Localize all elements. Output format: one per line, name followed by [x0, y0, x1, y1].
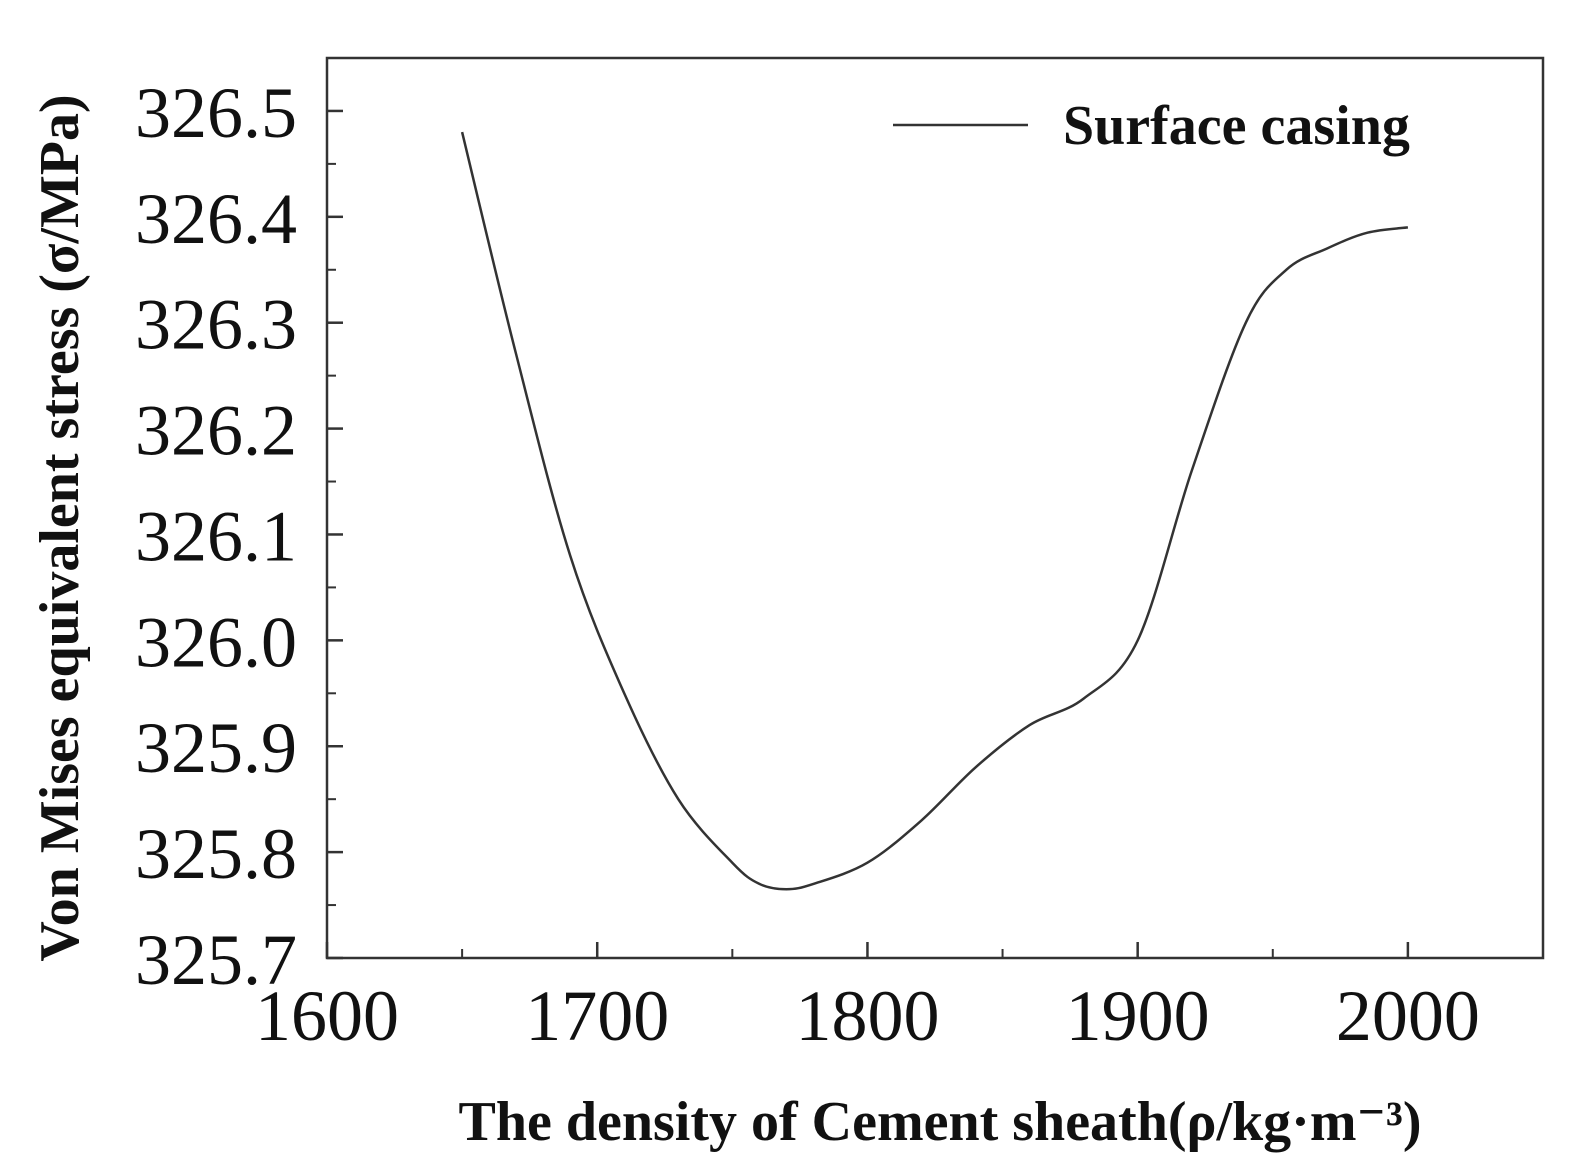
y-tick-label-5: 326.2 — [135, 391, 297, 471]
y-tick-label-0: 325.7 — [135, 920, 297, 1000]
x-axis-title: The density of Cement sheath(ρ/kg·m⁻³) — [459, 1091, 1422, 1153]
y-tick-label-2: 325.9 — [135, 708, 297, 788]
y-tick-label-3: 326.0 — [135, 602, 297, 682]
y-axis-title: Von Mises equivalent stress (σ/MPa) — [29, 94, 91, 961]
y-axis-ticks: 325.7 325.8 325.9 326.0 326.1 326.2 326.3 326.4… — [135, 73, 343, 1000]
series-line-0 — [460, 131, 1409, 891]
x-tick-label-1700: 1700 — [525, 976, 669, 1056]
legend-label-0: Surface casing — [1063, 95, 1410, 157]
x-axis-ticks: 1600 1700 1800 1900 2000 — [255, 942, 1480, 1056]
axes-frame — [325, 56, 1545, 960]
plot-frame — [325, 56, 1545, 960]
x-tick-label-1800: 1800 — [795, 976, 939, 1056]
legend: Surface casing — [893, 95, 1410, 157]
y-tick-label-7: 326.4 — [135, 179, 297, 259]
series-layer — [460, 131, 1409, 891]
y-tick-label-1: 325.8 — [135, 814, 297, 894]
x-tick-label-1600: 1600 — [255, 976, 399, 1056]
x-tick-label-2000: 2000 — [1336, 976, 1480, 1056]
x-tick-label-1900: 1900 — [1066, 976, 1210, 1056]
y-tick-label-8: 326.5 — [135, 73, 297, 153]
y-tick-label-6: 326.3 — [135, 285, 297, 365]
y-tick-label-4: 326.1 — [135, 496, 297, 576]
